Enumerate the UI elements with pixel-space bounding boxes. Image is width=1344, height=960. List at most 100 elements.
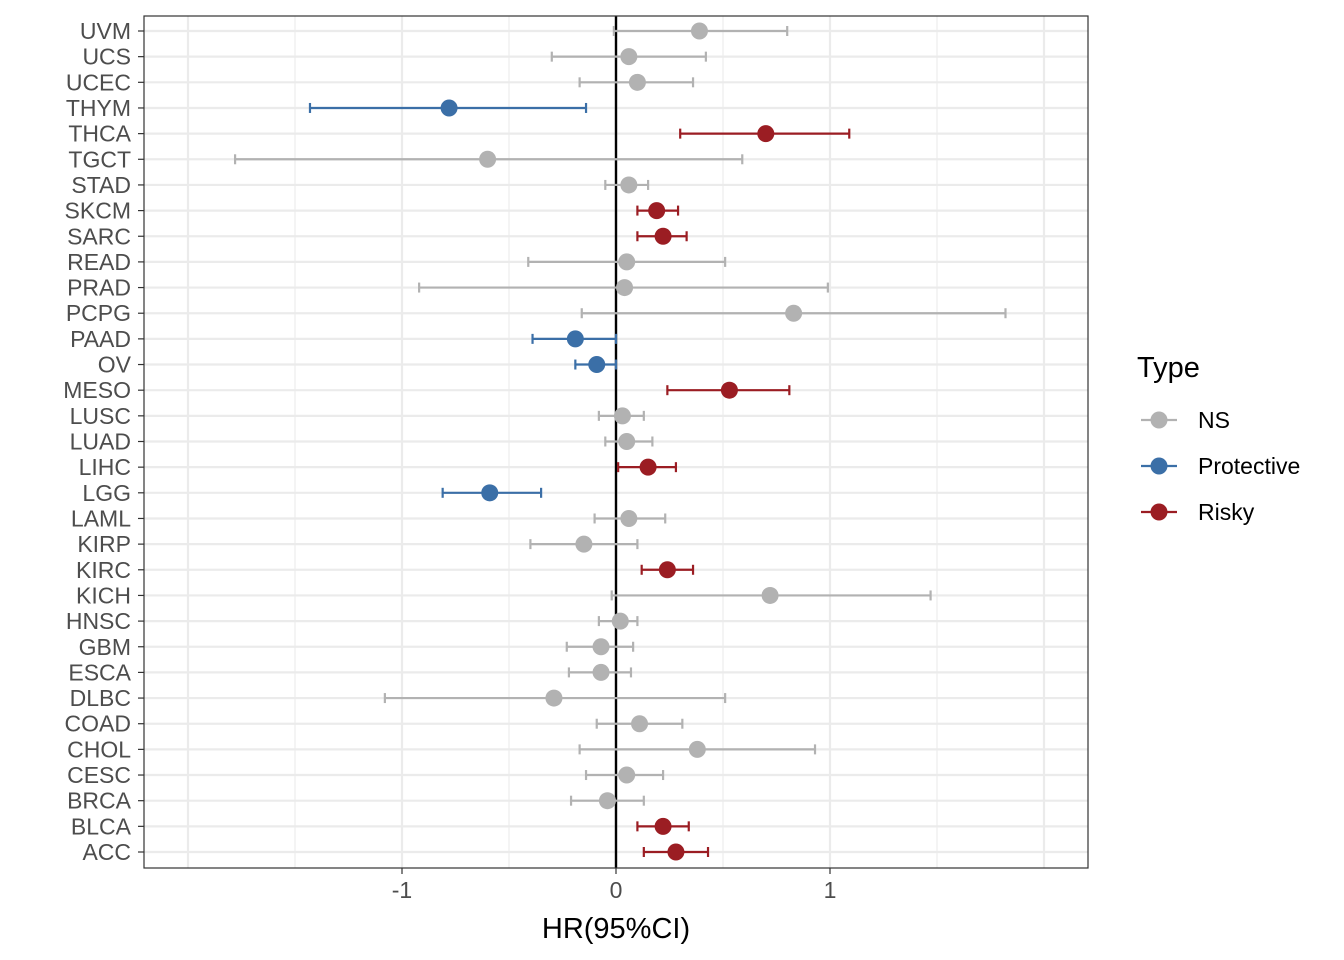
y-tick-label: PCPG — [66, 300, 131, 326]
y-tick-label: UCEC — [66, 69, 131, 95]
y-tick-label: LIHC — [79, 454, 131, 480]
y-tick-label: OV — [98, 352, 132, 378]
hr-point — [545, 689, 563, 707]
legend-key-point — [1150, 503, 1168, 521]
hr-point — [592, 638, 610, 656]
hr-point — [611, 612, 629, 630]
legend-item-risky: Risky — [1141, 499, 1255, 525]
hr-point — [757, 125, 775, 143]
hr-point — [690, 22, 708, 40]
forest-row-prad — [418, 279, 829, 297]
hr-point — [654, 227, 672, 245]
hr-point — [616, 279, 634, 297]
y-tick-label: PAAD — [70, 326, 131, 352]
hr-point — [592, 663, 610, 681]
y-tick-label: BLCA — [71, 813, 132, 839]
hr-point — [618, 433, 636, 450]
hr-point — [631, 715, 649, 733]
forest-row-kirp — [529, 535, 639, 553]
forest-row-thca — [679, 125, 851, 143]
legend-item-label: NS — [1198, 407, 1230, 433]
hr-point — [613, 407, 631, 425]
forest-row-gbm — [565, 638, 635, 656]
y-tick-label: BRCA — [67, 788, 132, 814]
y-tick-label: SKCM — [65, 198, 131, 224]
forest-row-acc — [642, 843, 710, 861]
y-tick-label: MESO — [63, 377, 131, 403]
forest-row-meso — [666, 381, 791, 399]
hr-point — [440, 99, 458, 117]
y-tick-label: UVM — [80, 18, 131, 44]
hr-point — [658, 561, 676, 579]
y-tick-label: KIRP — [77, 531, 131, 557]
y-tick-label: ACC — [82, 839, 131, 865]
y-tick-label: LAML — [71, 505, 131, 531]
hr-point — [588, 356, 606, 374]
forest-row-sarc — [636, 227, 688, 245]
forest-row-tgct — [233, 150, 744, 168]
hr-point — [575, 535, 593, 553]
forest-row-cesc — [584, 766, 665, 784]
legend-item-ns: NS — [1141, 407, 1230, 433]
hr-point — [620, 176, 638, 194]
y-tick-label: READ — [67, 249, 131, 275]
forest-row-ucec — [578, 73, 695, 91]
hr-point — [481, 484, 499, 502]
forest-row-skcm — [636, 202, 680, 220]
legend-item-protective: Protective — [1141, 453, 1300, 479]
hr-point — [479, 150, 497, 168]
y-tick-label: CHOL — [67, 736, 131, 762]
y-tick-label: COAD — [65, 711, 131, 737]
legend-item-label: Risky — [1198, 499, 1255, 525]
x-axis: -1 0 1 — [392, 868, 836, 903]
y-tick-label: STAD — [71, 172, 131, 198]
y-tick-label: CESC — [67, 762, 131, 788]
x-axis-title: HR(95%CI) — [542, 913, 690, 945]
forest-row-hnsc — [597, 612, 639, 630]
forest-row-chol — [578, 740, 817, 758]
hr-point — [628, 73, 646, 91]
forest-row-laml — [593, 509, 667, 527]
hr-point — [620, 48, 638, 66]
y-tick-label: KICH — [76, 582, 131, 608]
forest-row-esca — [567, 663, 633, 681]
y-tick-label: UCS — [82, 44, 131, 70]
legend-item-label: Protective — [1198, 453, 1300, 479]
y-axis: ACCBLCABRCACESCCHOLCOADDLBCESCAGBMHNSCKI… — [63, 18, 144, 865]
hr-point — [618, 253, 636, 271]
legend-title: Type — [1137, 352, 1200, 384]
hr-point — [761, 586, 779, 604]
forest-row-stad — [604, 176, 650, 194]
forest-row-lihc — [617, 458, 678, 476]
hr-point — [618, 766, 636, 784]
forest-row-luad — [604, 433, 654, 450]
forest-row-lgg — [441, 484, 543, 502]
x-tick-label: -1 — [392, 877, 412, 903]
forest-row-kich — [610, 586, 932, 604]
forest-row-dlbc — [383, 689, 727, 707]
y-tick-label: TGCT — [68, 146, 131, 172]
forest-row-kirc — [640, 561, 695, 579]
y-tick-label: HNSC — [66, 608, 131, 634]
y-tick-label: LGG — [82, 480, 131, 506]
y-tick-label: PRAD — [67, 275, 131, 301]
y-tick-label: KIRC — [76, 557, 131, 583]
y-tick-label: THYM — [66, 95, 131, 121]
forest-row-lusc — [597, 407, 645, 425]
legend-key-point — [1150, 457, 1168, 475]
hr-point — [620, 509, 638, 527]
hr-point — [720, 381, 738, 399]
hr-point — [654, 817, 672, 835]
y-tick-label: SARC — [67, 223, 131, 249]
y-tick-label: LUSC — [70, 403, 131, 429]
forest-row-ov — [574, 356, 618, 374]
hr-point — [667, 843, 685, 861]
forest-row-coad — [595, 715, 684, 733]
x-tick-label: 0 — [610, 877, 623, 903]
forest-row-uvm — [612, 22, 789, 40]
hr-point — [688, 740, 706, 758]
forest-row-read — [527, 253, 727, 271]
y-tick-label: ESCA — [68, 659, 131, 685]
legend-key-point — [1150, 411, 1168, 429]
